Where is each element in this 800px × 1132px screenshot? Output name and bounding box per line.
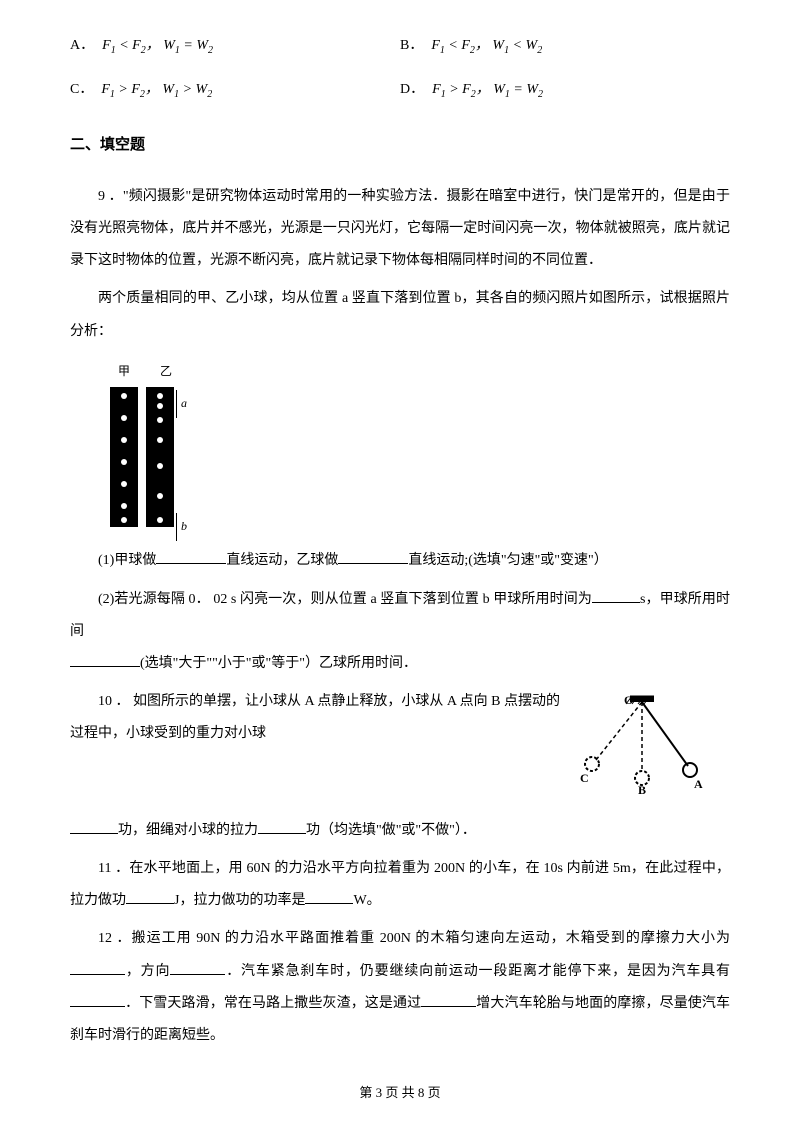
q11-t2: J，拉力做功的功率是 [174,893,305,908]
blank[interactable] [70,653,140,667]
blank[interactable] [170,961,225,975]
q9-sub2-end: (选填"大于""小于"或"等于"）乙球所用时间． [140,656,417,671]
svg-text:A: A [694,777,703,791]
q9-sub2-pre: (2)若光源每隔 0． 02 s 闪亮一次，则从位置 a 竖直下落到位置 b 甲… [98,592,592,607]
option-d: D． F1 > F2， W1 = W2 [400,74,730,106]
strobe-label-yi: 乙 [160,358,172,386]
option-d-text: F1 > F2， W1 = W2 [432,74,543,106]
option-b-text: F1 < F2， W1 < W2 [431,30,542,62]
strobe-label-jia: 甲 [118,358,130,386]
option-a-label: A． [70,30,94,62]
option-c-label: C． [70,74,93,106]
q9-sub1: (1)甲球做 直线运动，乙球做 直线运动;(选填"匀速"或"变速"） [70,545,730,577]
blank[interactable] [156,550,226,564]
q9-sub2: (2)若光源每隔 0． 02 s 闪亮一次，则从位置 a 竖直下落到位置 b 甲… [70,584,730,681]
svg-text:C: C [580,771,589,785]
q9-paragraph1: 9 ．"频闪摄影"是研究物体运动时常用的一种实验方法．摄影在暗室中进行，快门是常… [70,181,730,278]
strobe-a-label: a [176,390,187,418]
q10-num: 10 ． [98,694,133,709]
q11-num: 11 ． [98,861,129,876]
option-b-label: B． [400,30,423,62]
q11: 11 ．在水平地面上，用 60N 的力沿水平方向拉着重为 200N 的小车，在 … [70,853,730,917]
q9-sub1-mid: 直线运动，乙球做 [226,553,338,568]
strobe-strip-jia [110,387,138,527]
q9-num: 9 ． [98,189,123,204]
q10-t1: 如图所示的单摆，让小球从 A 点静止释放，小球从 A 点向 B 点摆动的过程中，… [70,694,560,741]
q12-t4: ．下雪天路滑，常在马路上撒些灰渣，这是通过 [125,996,421,1011]
q9-paragraph2: 两个质量相同的甲、乙小球，均从位置 a 竖直下落到位置 b，其各自的频闪照片如图… [70,283,730,347]
blank[interactable] [70,961,125,975]
option-b: B． F1 < F2， W1 < W2 [400,30,730,62]
blank[interactable] [258,820,306,834]
option-a-text: F1 < F2， W1 = W2 [102,30,213,62]
strobe-figure: 甲 乙 a b [110,358,730,528]
strobe-b-label: b [176,513,187,541]
option-a: A． F1 < F2， W1 = W2 [70,30,400,62]
blank[interactable] [421,993,476,1007]
q9-sub1-pre: (1)甲球做 [98,553,156,568]
q12-t2: ，方向 [125,964,170,979]
q12-t1: 搬运工用 90N 的力沿水平路面推着重 200N 的木箱匀速向左运动，木箱受到的… [132,931,730,946]
page-footer: 第 3 页 共 8 页 [0,1078,800,1108]
q12: 12 ．搬运工用 90N 的力沿水平路面推着重 200N 的木箱匀速向左运动，木… [70,923,730,1052]
q10-t2: 功，细绳对小球的拉力 [118,823,258,838]
q9-p1: "频闪摄影"是研究物体运动时常用的一种实验方法．摄影在暗室中进行，快门是常开的，… [70,189,730,268]
blank[interactable] [70,993,125,1007]
pendulum-figure: O A B C [570,694,710,807]
q12-num: 12 ． [98,931,132,946]
q11-t3: W。 [353,893,380,908]
q10-t3: 功（均选填"做"或"不做"）． [306,823,476,838]
svg-text:O: O [624,694,633,707]
svg-text:B: B [638,783,646,794]
option-d-label: D． [400,74,424,106]
blank[interactable] [338,550,408,564]
option-c-text: F1 > F2， W1 > W2 [101,74,212,106]
blank[interactable] [70,820,118,834]
option-c: C． F1 > F2， W1 > W2 [70,74,400,106]
blank[interactable] [592,589,640,603]
strobe-strip-yi [146,387,174,527]
blank[interactable] [305,890,353,904]
blank[interactable] [126,890,174,904]
q12-t3: ．汽车紧急刹车时，仍要继续向前运动一段距离才能停下来，是因为汽车具有 [225,964,730,979]
section-2-title: 二、填空题 [70,128,730,163]
q9-sub1-end: 直线运动;(选填"匀速"或"变速"） [408,553,607,568]
